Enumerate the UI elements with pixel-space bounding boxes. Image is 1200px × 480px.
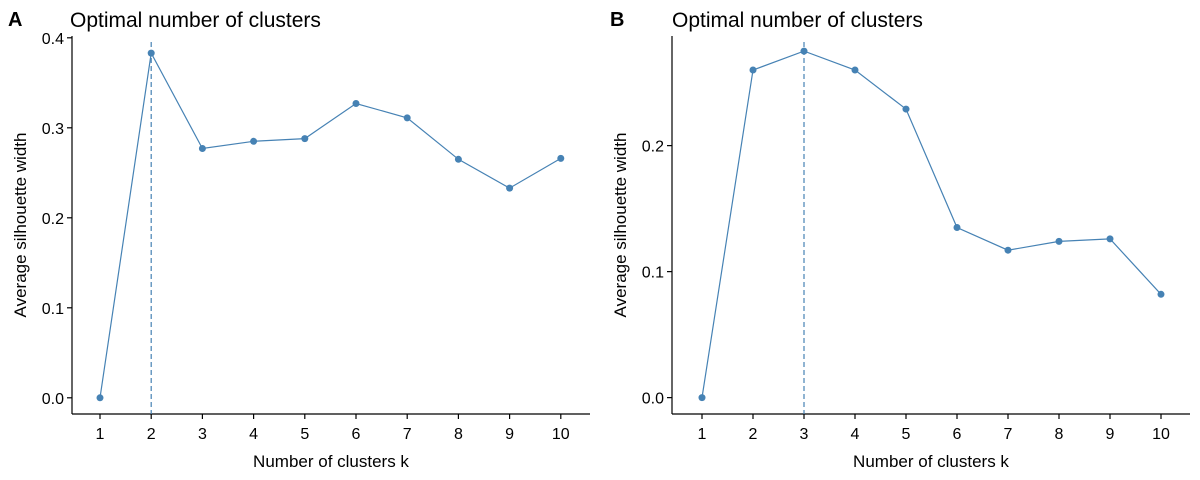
panel-a: A Optimal number of clusters 0.00.10.20.… xyxy=(8,9,590,471)
data-point xyxy=(749,66,757,74)
series-line xyxy=(99,51,562,398)
data-point xyxy=(557,154,565,162)
data-point xyxy=(403,114,411,122)
x-tick-label: 6 xyxy=(352,426,361,443)
data-point xyxy=(301,135,309,143)
x-tick-label: 3 xyxy=(800,426,809,443)
x-tick-label: 4 xyxy=(249,426,258,443)
y-ticks: 0.0 0.1 0.2 xyxy=(642,139,672,408)
panel-b: B Optimal number of clusters 0.0 0.1 0.2 1… xyxy=(610,9,1190,471)
y-axis-title: Average silhouette width xyxy=(611,133,630,318)
data-point xyxy=(1157,290,1165,298)
data-point xyxy=(506,184,514,192)
panel-label: A xyxy=(8,9,22,31)
data-point xyxy=(250,137,258,145)
y-tick-label: 0.2 xyxy=(42,211,64,228)
x-tick-label: 9 xyxy=(1106,426,1115,443)
x-tick-label: 8 xyxy=(1055,426,1064,443)
y-tick-label: 0.3 xyxy=(42,121,64,138)
data-point xyxy=(454,155,462,163)
data-point xyxy=(1004,246,1012,254)
y-tick-label: 0.0 xyxy=(42,391,64,408)
y-axis-title: Average silhouette width xyxy=(11,133,30,318)
x-tick-label: 10 xyxy=(1152,426,1170,443)
data-point xyxy=(851,66,859,74)
x-tick-label: 10 xyxy=(552,426,570,443)
x-tick-label: 3 xyxy=(198,426,207,443)
y-tick-label: 0.1 xyxy=(642,265,664,282)
data-point xyxy=(953,224,961,232)
panel-label: B xyxy=(610,9,624,31)
x-ticks: 1 2 3 4 5 6 7 8 9 10 xyxy=(96,414,570,443)
x-tick-label: 7 xyxy=(403,426,412,443)
x-tick-label: 2 xyxy=(147,426,156,443)
series-layer xyxy=(96,49,565,402)
data-point xyxy=(1055,237,1063,245)
x-tick-label: 2 xyxy=(749,426,758,443)
x-tick-label: 6 xyxy=(953,426,962,443)
y-ticks: 0.0 0.1 0.2 0.3 0.4 xyxy=(42,31,72,408)
x-axis-title: Number of clusters k xyxy=(853,452,1009,471)
data-point xyxy=(147,49,155,57)
x-tick-label: 5 xyxy=(300,426,309,443)
x-tick-label: 5 xyxy=(902,426,911,443)
data-point xyxy=(96,394,104,402)
data-point xyxy=(198,145,206,152)
chart-title: Optimal number of clusters xyxy=(672,9,923,32)
data-point xyxy=(902,105,910,113)
x-tick-label: 8 xyxy=(454,426,463,443)
x-ticks: 1 2 3 4 5 6 7 8 9 10 xyxy=(698,414,1170,443)
data-point xyxy=(1106,235,1114,243)
chart-title: Optimal number of clusters xyxy=(70,9,321,32)
data-point xyxy=(698,394,706,402)
y-tick-label: 0.1 xyxy=(42,301,64,318)
y-tick-label: 0.2 xyxy=(642,139,664,156)
x-tick-label: 1 xyxy=(698,426,707,443)
series-line xyxy=(701,50,1162,398)
data-point xyxy=(352,100,360,107)
y-tick-label: 0.0 xyxy=(642,391,664,408)
x-tick-label: 7 xyxy=(1004,426,1013,443)
series-layer xyxy=(698,47,1165,402)
x-tick-label: 9 xyxy=(505,426,514,443)
x-tick-label: 1 xyxy=(96,426,105,443)
x-axis-title: Number of clusters k xyxy=(253,452,409,471)
x-tick-label: 4 xyxy=(851,426,860,443)
data-point xyxy=(800,47,808,55)
y-tick-label: 0.4 xyxy=(42,31,64,48)
